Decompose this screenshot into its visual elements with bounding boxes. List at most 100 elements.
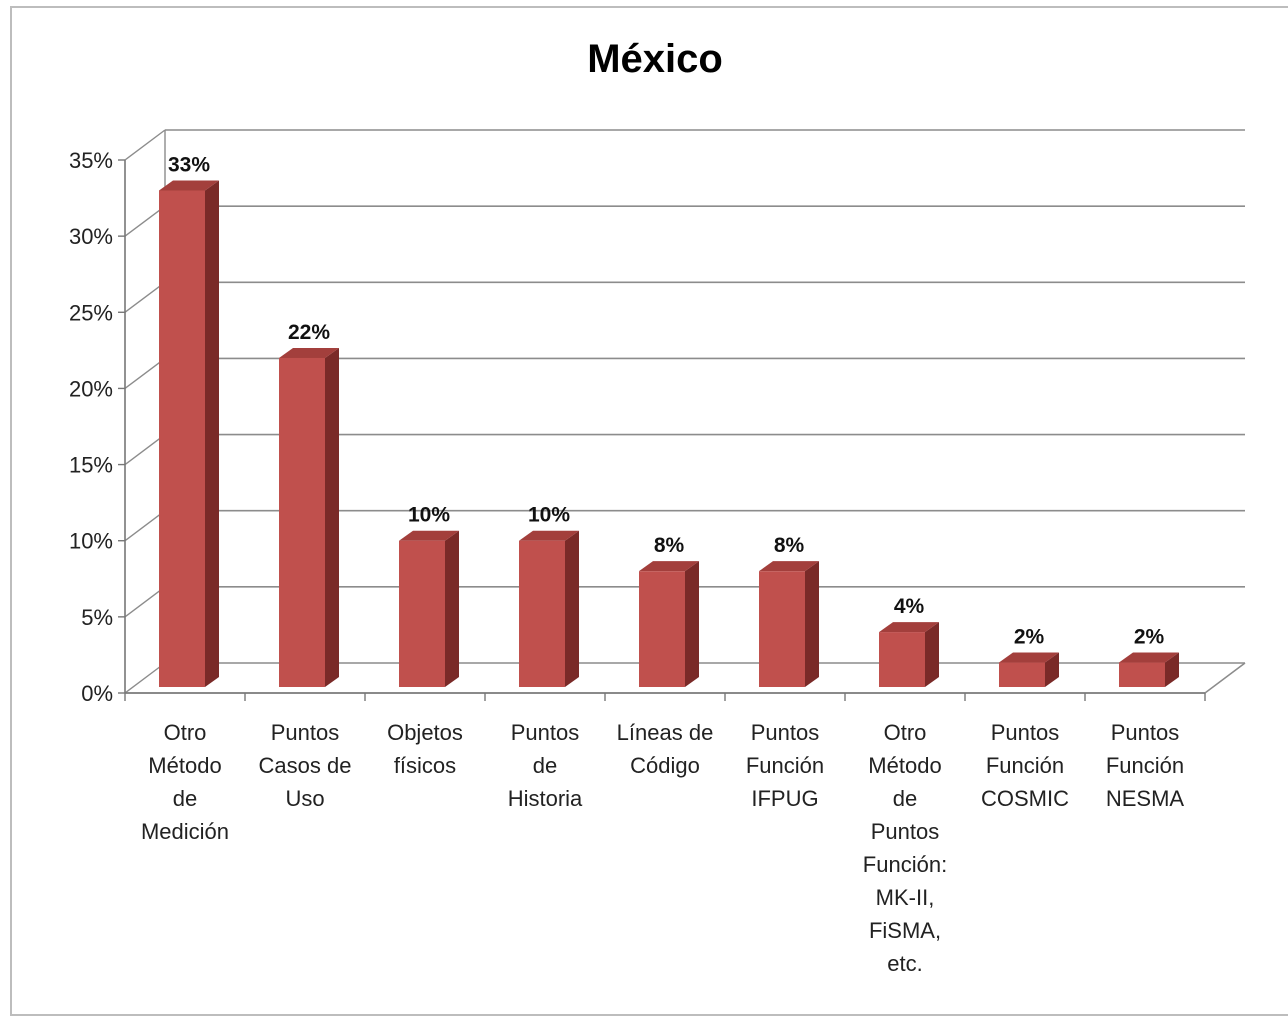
data-label: 8% <box>774 534 805 557</box>
category-label-line: Método <box>868 753 941 778</box>
y-tick-label: 25% <box>69 300 113 325</box>
category-label: Puntos Función NESMA <box>1106 720 1185 811</box>
bar-top <box>159 180 219 191</box>
bar <box>1119 652 1179 687</box>
bar-top <box>999 652 1059 663</box>
bar-top <box>399 530 459 541</box>
gridline-depth <box>124 129 166 161</box>
category-label-line: Código <box>630 753 700 778</box>
bars <box>159 180 1179 687</box>
data-label: 4% <box>894 595 925 618</box>
bar <box>399 530 459 687</box>
y-tick-label: 5% <box>81 605 113 630</box>
category-label-line: Puntos <box>271 720 340 745</box>
data-label: 33% <box>168 153 210 176</box>
category-label: Puntos Función IFPUG <box>746 720 824 811</box>
bar-front <box>639 571 685 687</box>
category-label: Otro Método de Medición <box>141 720 229 844</box>
category-label-line: Función: <box>863 852 947 877</box>
y-tick-label: 30% <box>69 224 113 249</box>
bar-side <box>1165 652 1179 687</box>
category-label-line: Puntos <box>751 720 820 745</box>
gridlines <box>124 129 1245 694</box>
bar-side <box>1045 652 1059 687</box>
bar-top <box>759 561 819 572</box>
bar-front <box>759 571 805 687</box>
bar-top <box>1119 652 1179 663</box>
y-tick-label: 35% <box>69 148 113 173</box>
data-label: 8% <box>654 534 685 557</box>
bar-top <box>279 347 339 358</box>
bar <box>159 180 219 687</box>
gridline-depth <box>124 357 166 389</box>
category-label-line: de <box>173 786 197 811</box>
bar-front <box>1119 662 1165 687</box>
gridline-depth <box>124 510 166 542</box>
category-label-line: Función <box>1106 753 1184 778</box>
category-label-line: Casos de <box>259 753 352 778</box>
y-tick-label: 10% <box>69 529 113 554</box>
category-labels: Otro Método de Medición Puntos Casos de Uso Obj… <box>141 720 1184 976</box>
category-label-line: MK-II, <box>876 885 935 910</box>
y-tick-label: 15% <box>69 453 113 478</box>
category-label-line: Líneas de <box>617 720 714 745</box>
bar <box>999 652 1059 687</box>
data-label: 22% <box>288 321 330 344</box>
gridline-depth <box>124 662 166 694</box>
category-label: Otro Método de Puntos Función: MK-II, FiSMA, et… <box>863 720 947 976</box>
data-label: 10% <box>528 504 570 527</box>
category-label-line: Otro <box>164 720 207 745</box>
bar-front <box>279 357 325 687</box>
category-label-line: Función <box>986 753 1064 778</box>
y-tick-label: 0% <box>81 681 113 706</box>
bar-front <box>879 632 925 687</box>
bar-top <box>519 530 579 541</box>
bar-top <box>639 561 699 572</box>
bar-top <box>879 622 939 633</box>
data-label: 10% <box>408 504 450 527</box>
gridline-depth <box>124 205 166 237</box>
category-label-line: Objetos <box>387 720 463 745</box>
bar-side <box>565 530 579 687</box>
category-label-line: de <box>893 786 917 811</box>
bar-side <box>325 347 339 687</box>
category-label-line: Medición <box>141 819 229 844</box>
category-label-line: Otro <box>884 720 927 745</box>
bar <box>879 622 939 687</box>
gridline-depth <box>124 434 166 466</box>
gridline-depth <box>124 281 166 313</box>
category-label-line: de <box>533 753 557 778</box>
category-label-line: etc. <box>887 951 922 976</box>
category-label-line: Método <box>148 753 221 778</box>
bar-side <box>445 530 459 687</box>
category-label: Puntos Función COSMIC <box>981 720 1069 811</box>
bar <box>279 347 339 687</box>
category-label: Objetos físicos <box>387 720 463 778</box>
chart-title: México <box>587 37 723 81</box>
category-label: Puntos Casos de Uso <box>259 720 352 811</box>
category-label-line: Uso <box>285 786 324 811</box>
category-label-line: físicos <box>394 753 456 778</box>
category-label-line: Función <box>746 753 824 778</box>
category-label-line: COSMIC <box>981 786 1069 811</box>
bar-front <box>399 540 445 687</box>
bar-side <box>205 180 219 687</box>
category-label-line: Puntos <box>511 720 580 745</box>
data-label: 2% <box>1134 626 1165 649</box>
category-label: Líneas de Código <box>617 720 714 778</box>
axes: 0% 5% 10% 15% 20% 25% 30% 35% <box>69 130 1246 706</box>
category-label-line: Puntos <box>991 720 1060 745</box>
category-label-line: Historia <box>508 786 583 811</box>
bar <box>639 561 699 687</box>
data-labels: 33% 22% 10% 10% 8% 8% 4% 2% 2% <box>168 153 1165 648</box>
bar-side <box>805 561 819 687</box>
category-label-line: FiSMA, <box>869 918 941 943</box>
category-label-line: Puntos <box>1111 720 1180 745</box>
category-label-line: NESMA <box>1106 786 1185 811</box>
bar-front <box>999 662 1045 687</box>
gridline-depth <box>124 586 166 618</box>
bar <box>759 561 819 687</box>
bar-side <box>685 561 699 687</box>
y-tick-label: 20% <box>69 376 113 401</box>
